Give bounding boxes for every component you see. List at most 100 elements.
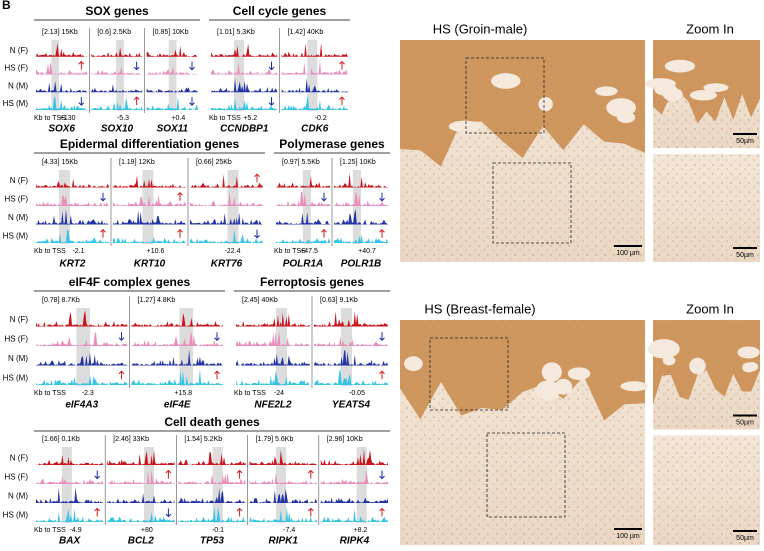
tss-value: -0.2 — [315, 115, 327, 122]
tss-value: +40.7 — [358, 248, 376, 255]
tss-value: -0.1 — [212, 527, 224, 534]
highlight — [212, 447, 223, 523]
signal-track — [314, 369, 388, 385]
track-label: N (F) — [10, 315, 29, 324]
tss-label: Kb to TSS — [34, 115, 66, 122]
change-arrow — [214, 332, 220, 341]
signal-track — [178, 506, 246, 522]
signal-track — [113, 237, 186, 243]
signal-track — [281, 95, 348, 110]
signal-track — [211, 62, 278, 75]
track-range: [0.66] 25Kb — [196, 159, 232, 166]
change-arrow — [118, 370, 125, 380]
track-range: [1.66] 0.1Kb — [42, 436, 80, 443]
genome-tracks: SOX genes N (F) HS (F) N (M) HS (M) Kb to TSS… — [3, 4, 390, 547]
tss-label: Kb to TSS — [34, 390, 66, 397]
signal-track — [91, 47, 143, 57]
dermal-papilla — [538, 97, 553, 112]
highlight — [352, 170, 361, 244]
signal-track — [107, 493, 175, 503]
change-arrow — [100, 229, 106, 238]
gene-name: NFE2L2 — [254, 400, 292, 411]
gene-name: YEATS4 — [332, 400, 371, 411]
change-arrow — [379, 229, 385, 238]
track-range: [2.13] 15Kb — [42, 29, 78, 36]
tss-value: -7.4 — [283, 527, 295, 534]
signal-track — [314, 336, 388, 346]
track-label: N (M) — [8, 492, 28, 501]
tss-label: Kb to TSS — [274, 248, 306, 255]
signal-track — [320, 509, 388, 522]
signal-track — [334, 173, 388, 188]
signal-track — [36, 508, 104, 522]
track-label: HS (F) — [4, 334, 28, 343]
change-arrow — [214, 370, 220, 380]
signal-track — [91, 66, 143, 75]
signal-track — [113, 175, 186, 188]
signal-track — [36, 178, 109, 188]
gene-name: RIPK4 — [340, 536, 370, 546]
signal-track — [36, 229, 109, 243]
signal-track — [36, 81, 88, 93]
change-arrow — [165, 469, 172, 479]
signal-track — [249, 488, 317, 503]
dermal-papilla — [664, 59, 696, 73]
image-title: HS (Breast-female) — [424, 301, 535, 316]
dermal-papilla — [689, 89, 717, 101]
highlight — [168, 40, 177, 111]
section-title: eIF4F complex genes — [69, 275, 191, 289]
signal-track — [131, 349, 223, 366]
change-arrow — [133, 61, 140, 71]
scale-label: 100 µm — [616, 533, 640, 540]
signal-track — [36, 332, 128, 346]
signal-track — [190, 212, 263, 225]
dermal-papilla — [541, 362, 562, 382]
track-range: [0.63] 9.1Kb — [320, 297, 358, 304]
highlight — [227, 170, 239, 244]
change-arrow — [236, 507, 243, 517]
tss-label: Kb to TSS — [34, 527, 66, 534]
section-title: Polymerase genes — [279, 137, 385, 151]
tss-value: +0.4 — [171, 115, 185, 122]
signal-track — [36, 42, 88, 57]
dermal-papilla — [595, 86, 618, 96]
signal-track — [36, 476, 104, 484]
signal-track — [36, 194, 109, 206]
gene-name: TP53 — [200, 536, 224, 546]
tss-value: -22.4 — [225, 248, 241, 255]
tss-label: Kb to TSS — [234, 390, 266, 397]
signal-track — [236, 353, 310, 366]
gene-name: KRT2 — [60, 259, 86, 270]
change-arrow — [236, 469, 243, 479]
signal-track — [113, 210, 186, 225]
dermal-papilla — [606, 98, 636, 118]
highlight — [302, 170, 311, 244]
change-arrow — [339, 96, 345, 106]
signal-track — [334, 191, 388, 206]
signal-track — [320, 497, 388, 503]
highlight — [179, 308, 194, 386]
gene-name: CCNDBP1 — [220, 124, 269, 135]
signal-track — [131, 369, 223, 385]
track-range: [2.96] 10Kb — [327, 436, 363, 443]
highlight — [307, 40, 318, 111]
gene-name: KRT10 — [134, 259, 166, 270]
signal-track — [146, 87, 198, 93]
gene-name: SOX6 — [48, 124, 75, 135]
signal-track — [249, 472, 317, 484]
zoom-box — [492, 162, 572, 244]
tss-value: +15.8 — [174, 390, 192, 397]
change-arrow — [177, 229, 183, 238]
image-title: HS (Groin-male) — [433, 21, 528, 36]
signal-track — [314, 311, 388, 327]
zoom-box — [465, 57, 545, 134]
gene-name: BAX — [59, 536, 81, 546]
change-arrow — [339, 60, 345, 70]
track-range: [1.79] 5.6Kb — [256, 436, 294, 443]
dermal-papilla — [737, 346, 760, 359]
track-range: [1.01] 5.3Kb — [217, 29, 255, 36]
signal-track — [211, 43, 278, 57]
tissue-speckle — [653, 154, 760, 262]
gene-name: POLR1B — [341, 259, 382, 270]
